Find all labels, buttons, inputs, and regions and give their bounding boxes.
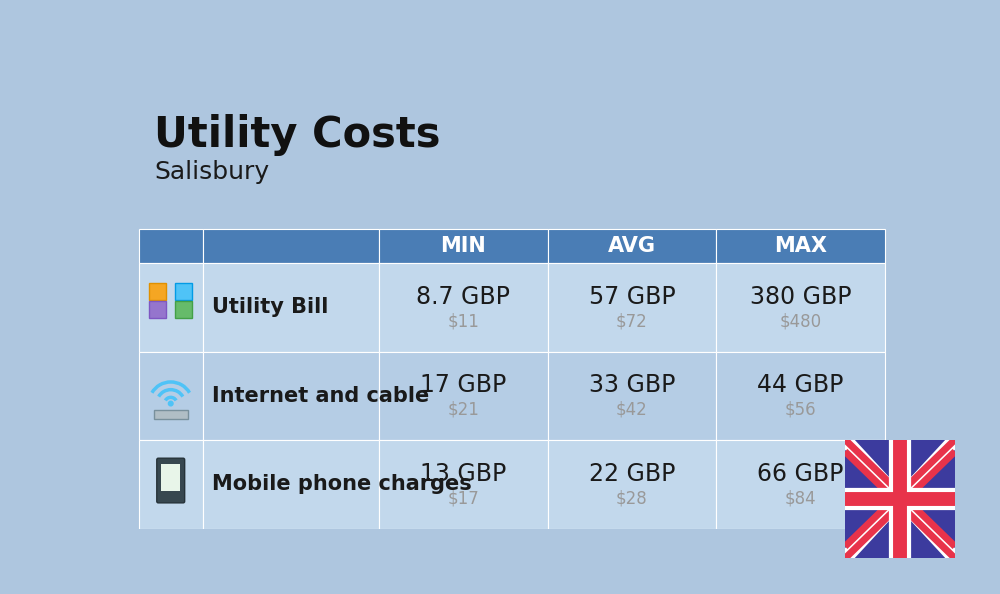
Text: AVG: AVG — [608, 236, 656, 256]
Text: $56: $56 — [784, 401, 816, 419]
Bar — [175, 283, 192, 299]
Bar — [379, 352, 548, 440]
Text: $480: $480 — [779, 312, 821, 330]
Text: Utility Bill: Utility Bill — [212, 297, 328, 317]
Text: 44 GBP: 44 GBP — [757, 373, 843, 397]
Text: MAX: MAX — [774, 236, 827, 256]
Text: $21: $21 — [447, 401, 479, 419]
Text: 22 GBP: 22 GBP — [589, 462, 675, 486]
Bar — [161, 463, 180, 491]
Text: 8.7 GBP: 8.7 GBP — [416, 285, 510, 308]
Text: $28: $28 — [616, 489, 648, 507]
Bar — [139, 352, 202, 440]
Text: 13 GBP: 13 GBP — [420, 462, 507, 486]
Bar — [149, 301, 166, 318]
Text: 57 GBP: 57 GBP — [589, 285, 675, 308]
Bar — [175, 301, 192, 318]
Text: $17: $17 — [448, 489, 479, 507]
Text: MIN: MIN — [441, 236, 486, 256]
Bar — [548, 352, 716, 440]
Text: $42: $42 — [616, 401, 648, 419]
Bar — [202, 352, 379, 440]
Bar — [139, 440, 202, 529]
Text: $84: $84 — [784, 489, 816, 507]
Bar — [548, 263, 716, 352]
Bar — [716, 440, 885, 529]
Text: 17 GBP: 17 GBP — [420, 373, 507, 397]
Bar — [716, 352, 885, 440]
Bar — [202, 440, 379, 529]
Text: $11: $11 — [447, 312, 479, 330]
Bar — [202, 263, 379, 352]
Bar — [716, 229, 885, 263]
Bar — [139, 263, 202, 352]
Text: Mobile phone charges: Mobile phone charges — [212, 475, 472, 494]
Text: 380 GBP: 380 GBP — [750, 285, 851, 308]
Bar — [379, 440, 548, 529]
Text: Utility Costs: Utility Costs — [154, 113, 441, 156]
Text: $72: $72 — [616, 312, 648, 330]
Bar — [139, 229, 202, 263]
Bar — [379, 229, 548, 263]
Circle shape — [168, 401, 173, 406]
Bar — [149, 283, 166, 299]
Bar — [548, 229, 716, 263]
Bar — [548, 440, 716, 529]
FancyBboxPatch shape — [157, 458, 185, 503]
Bar — [379, 263, 548, 352]
Text: Internet and cable: Internet and cable — [212, 386, 429, 406]
Text: 33 GBP: 33 GBP — [589, 373, 675, 397]
Text: Salisbury: Salisbury — [154, 160, 270, 184]
Bar — [154, 410, 188, 419]
Text: 66 GBP: 66 GBP — [757, 462, 843, 486]
Bar — [202, 229, 379, 263]
Bar — [716, 263, 885, 352]
